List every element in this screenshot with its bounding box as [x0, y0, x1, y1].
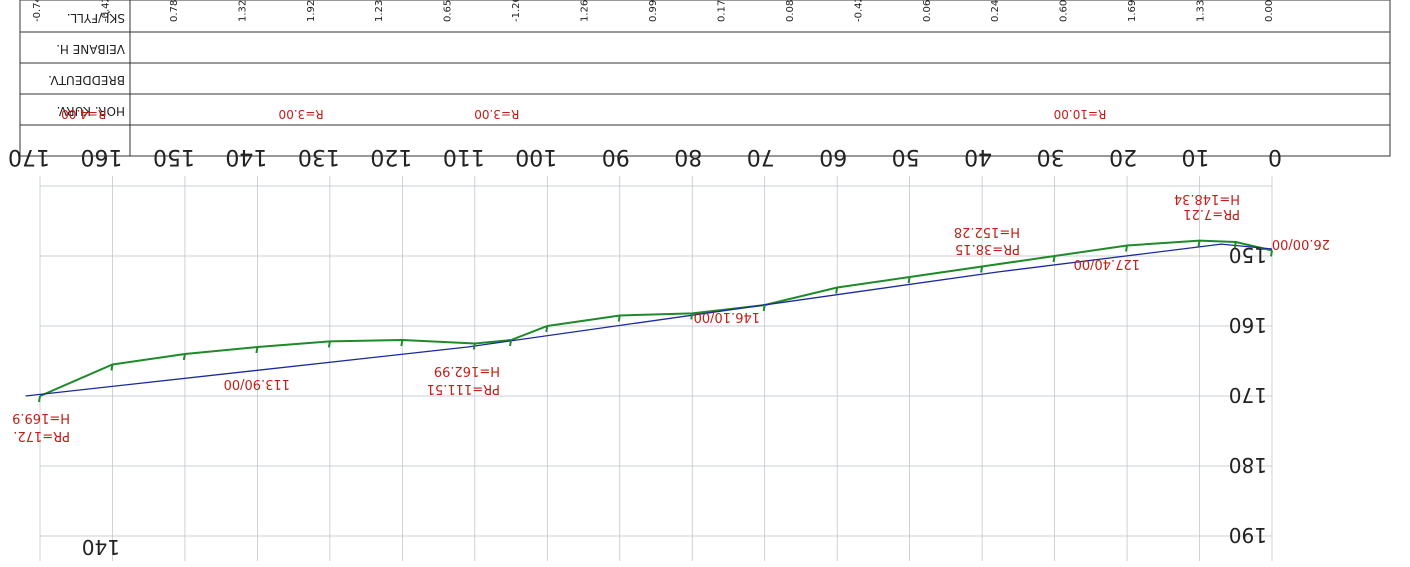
skj-value: 0.6051.24: [1059, 0, 1070, 22]
station-label: 20: [1109, 144, 1137, 169]
skj-values: 0.0048.53 1.3348.70 1.6949.97 0.6051.24 0.24…: [32, 0, 1275, 22]
terrain-tick: [545, 325, 549, 333]
rotated-sheet: SKJ./FYLL. VEIBANE H. BREDDEUTV. HOR. KU…: [8, 0, 1391, 561]
hor-curve-label: R=10.00: [1054, 107, 1107, 121]
station-label: 150: [153, 144, 195, 169]
terrain-tick: [617, 315, 621, 322]
skj-value: 1.2365.10: [374, 0, 385, 22]
terrain-tick: [1052, 255, 1056, 263]
row-header-skj: SKJ./FYLL.: [67, 11, 125, 25]
skj-value: -0.4269.66: [100, 0, 111, 22]
skj-value: 1.3267.38: [237, 0, 248, 22]
terrain-tick: [1197, 240, 1201, 247]
station-label: 130: [298, 144, 340, 169]
row-header-horkurv: HOR. KURV.: [57, 104, 126, 118]
skj-value: -0.7469.92: [32, 0, 43, 22]
skj-value: 0.0048.53: [1264, 0, 1275, 22]
station-label: 160: [80, 144, 122, 169]
h-162-label: H=162.99: [434, 363, 500, 378]
skj-value: 1.2661.31: [580, 0, 591, 22]
terrain-tick: [509, 339, 513, 347]
skj-value: 0.9959.85: [648, 0, 659, 22]
station-label: 90: [602, 144, 630, 169]
hor-curve-label: R=4.00: [61, 107, 106, 121]
station-label: 120: [370, 144, 412, 169]
station-label: 80: [674, 144, 702, 169]
terrain-tick: [1233, 241, 1237, 249]
skj-value: 0.7868.52: [169, 0, 180, 22]
terrain-tick: [762, 304, 766, 312]
pr-111-label: PR=111.51: [427, 381, 500, 396]
skj-value: 0.1758.39: [716, 0, 727, 22]
pr-38-label: PR=38.15: [955, 241, 1020, 256]
h-148-label: H=148.34: [1174, 191, 1240, 206]
terrain-tick: [400, 339, 404, 347]
elevation-label: 190: [1229, 523, 1267, 547]
station-label: 170: [8, 144, 50, 169]
road-grade-line: [25, 243, 1273, 397]
grade-26-label: 26.00/00: [1272, 236, 1330, 251]
terrain-tick: [1270, 250, 1273, 257]
terrain-tick: [472, 343, 476, 350]
skj-value: -0.4255.47: [853, 0, 864, 22]
station-label: 60: [819, 144, 847, 169]
elevation-label: 170: [1229, 383, 1267, 407]
terrain-tick: [182, 353, 186, 361]
terrain-tick: [110, 364, 114, 371]
elevation-label: 180: [1229, 453, 1267, 477]
station-label: 10: [1182, 144, 1210, 169]
pr-172-label: PR=172.: [13, 428, 70, 443]
terrain-tick: [255, 346, 259, 354]
row-header-veibane: VEIBANE H.: [56, 42, 125, 56]
annotations: PR=7.21 H=148.34 26.00/00 PR=38.15 H=152…: [12, 191, 1330, 443]
terrain-tick: [38, 395, 41, 403]
pr-7-label: PR=7.21: [1183, 206, 1240, 221]
hor-curve-label: R=3.00: [279, 107, 324, 121]
terrain-tick: [1125, 245, 1129, 252]
station-label: 40: [964, 144, 992, 169]
terrain-tick: [690, 313, 694, 320]
h-152-label: H=152.28: [954, 224, 1020, 239]
skj-value: 1.3348.70: [1196, 0, 1207, 22]
station-label: 110: [443, 144, 485, 169]
skj-value: 0.0654.01: [922, 0, 933, 22]
grid: [39, 176, 1273, 561]
elevation-label-140: 140: [82, 535, 120, 559]
terrain-line: [39, 239, 1273, 397]
skj-value: 0.2452.55: [990, 0, 1001, 22]
grade-113-label: 113.90/00: [224, 376, 290, 391]
table-frame: [19, 0, 1391, 157]
terrain-tick: [327, 341, 331, 348]
terrain-tick: [907, 276, 911, 284]
curve-labels: R=10.00 R=3.00 R=3.00 R=4.00: [61, 107, 1106, 121]
skj-value: -1.2662.77: [511, 0, 522, 22]
elevation-label: 160: [1229, 313, 1267, 337]
station-label: 100: [515, 144, 557, 169]
terrain-tick: [980, 266, 984, 273]
station-label: 70: [747, 144, 775, 169]
h-169-label: H=169.9: [12, 410, 70, 425]
row-header-bredde: BREDDEUTV.: [48, 73, 125, 87]
skj-value: 1.9266.24: [306, 0, 317, 22]
station-label: 0: [1268, 144, 1282, 169]
skj-value: 0.6563.96: [443, 0, 454, 22]
station-label: 140: [225, 144, 267, 169]
station-label: 50: [892, 144, 920, 169]
skj-value: 0.0856.93: [785, 0, 796, 22]
hor-curve-label: R=3.00: [474, 107, 519, 121]
grade-127-label: 127.40/00: [1074, 256, 1140, 271]
station-labels: 0 10 20 30 40 50 60 70 80 90 100 110 120 130 140 150 160…: [8, 144, 1282, 169]
skj-value: 1.6949.97: [1127, 0, 1138, 22]
grade-146-label: 146.10/00: [694, 309, 760, 324]
terrain-ticks: [38, 240, 1273, 403]
station-label: 30: [1037, 144, 1065, 169]
terrain-tick: [835, 287, 839, 294]
